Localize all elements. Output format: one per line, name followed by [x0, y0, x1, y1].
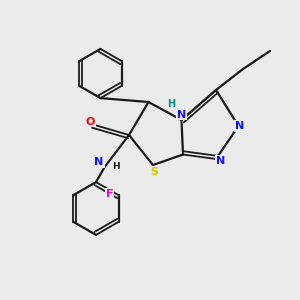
Text: N: N [94, 157, 103, 167]
Text: N: N [236, 121, 244, 131]
Text: S: S [151, 167, 158, 177]
Text: N: N [177, 110, 186, 120]
Text: F: F [106, 189, 113, 199]
Text: H: H [167, 99, 175, 110]
Text: N: N [216, 155, 225, 166]
Text: H: H [112, 162, 120, 171]
Text: O: O [85, 116, 95, 127]
